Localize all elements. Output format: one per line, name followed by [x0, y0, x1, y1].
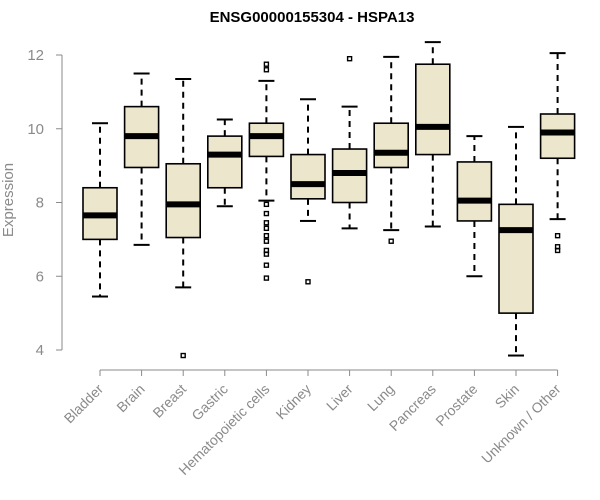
- box-iqr: [498, 203, 534, 314]
- box-iqr: [248, 122, 285, 158]
- y-axis-label: Expression: [0, 163, 17, 237]
- box-prostate: [456, 135, 493, 278]
- outlier-point: [263, 225, 270, 232]
- y-tick-label: 6: [36, 268, 44, 285]
- box-hematopoietic-cells: [248, 61, 285, 281]
- box-kidney: [290, 98, 326, 285]
- box-iqr: [414, 63, 451, 156]
- outlier-point: [263, 201, 270, 208]
- box-iqr: [539, 113, 576, 160]
- outlier-point: [263, 232, 270, 239]
- outlier-point: [554, 247, 561, 254]
- x-tick-label: Liver: [323, 381, 356, 414]
- outlier-point: [263, 67, 270, 73]
- x-tick-label: Prostate: [432, 381, 480, 429]
- box-liver: [331, 55, 368, 230]
- x-tick-label: Skin: [492, 381, 523, 412]
- box-iqr: [373, 122, 410, 169]
- box-iqr: [290, 153, 326, 200]
- x-tick-label: Breast: [149, 381, 189, 421]
- outlier-point: [263, 251, 270, 257]
- box-breast: [165, 77, 201, 359]
- outlier-point: [263, 262, 270, 268]
- outlier-point: [180, 352, 186, 359]
- box-brain: [123, 72, 160, 246]
- box-bladder: [82, 122, 118, 298]
- y-axis: 4 6 8 10 12: [27, 47, 63, 359]
- x-tick-label: Lung: [364, 381, 397, 414]
- box-iqr: [456, 161, 493, 222]
- x-tick-label: Brain: [113, 381, 147, 415]
- x-tick-label: Bladder: [61, 381, 107, 427]
- outlier-point: [263, 220, 270, 226]
- box-skin: [498, 125, 534, 357]
- y-tick-label: 10: [27, 121, 44, 138]
- outlier-point: [263, 61, 270, 67]
- x-tick-label: Kidney: [273, 381, 315, 423]
- outlier-point: [388, 238, 394, 244]
- plot-area: [82, 41, 576, 359]
- chart-title: ENSG00000155304 - HSPA13: [210, 9, 415, 26]
- box-lung: [373, 55, 410, 244]
- outlier-point: [305, 279, 311, 285]
- x-tick-label: Unknown / Other: [478, 381, 564, 467]
- box-gastric: [207, 118, 243, 208]
- y-tick-label: 8: [36, 195, 44, 212]
- box-pancreas: [414, 41, 451, 228]
- box-iqr: [207, 135, 243, 189]
- outlier-point: [554, 232, 561, 239]
- outlier-point: [346, 55, 353, 62]
- outlier-point: [263, 238, 270, 244]
- y-tick-label: 4: [36, 342, 44, 359]
- y-tick-label: 12: [27, 47, 44, 64]
- outlier-point: [263, 275, 270, 281]
- box-unknown-other: [539, 52, 576, 254]
- box-iqr: [165, 162, 201, 239]
- outlier-point: [263, 210, 270, 217]
